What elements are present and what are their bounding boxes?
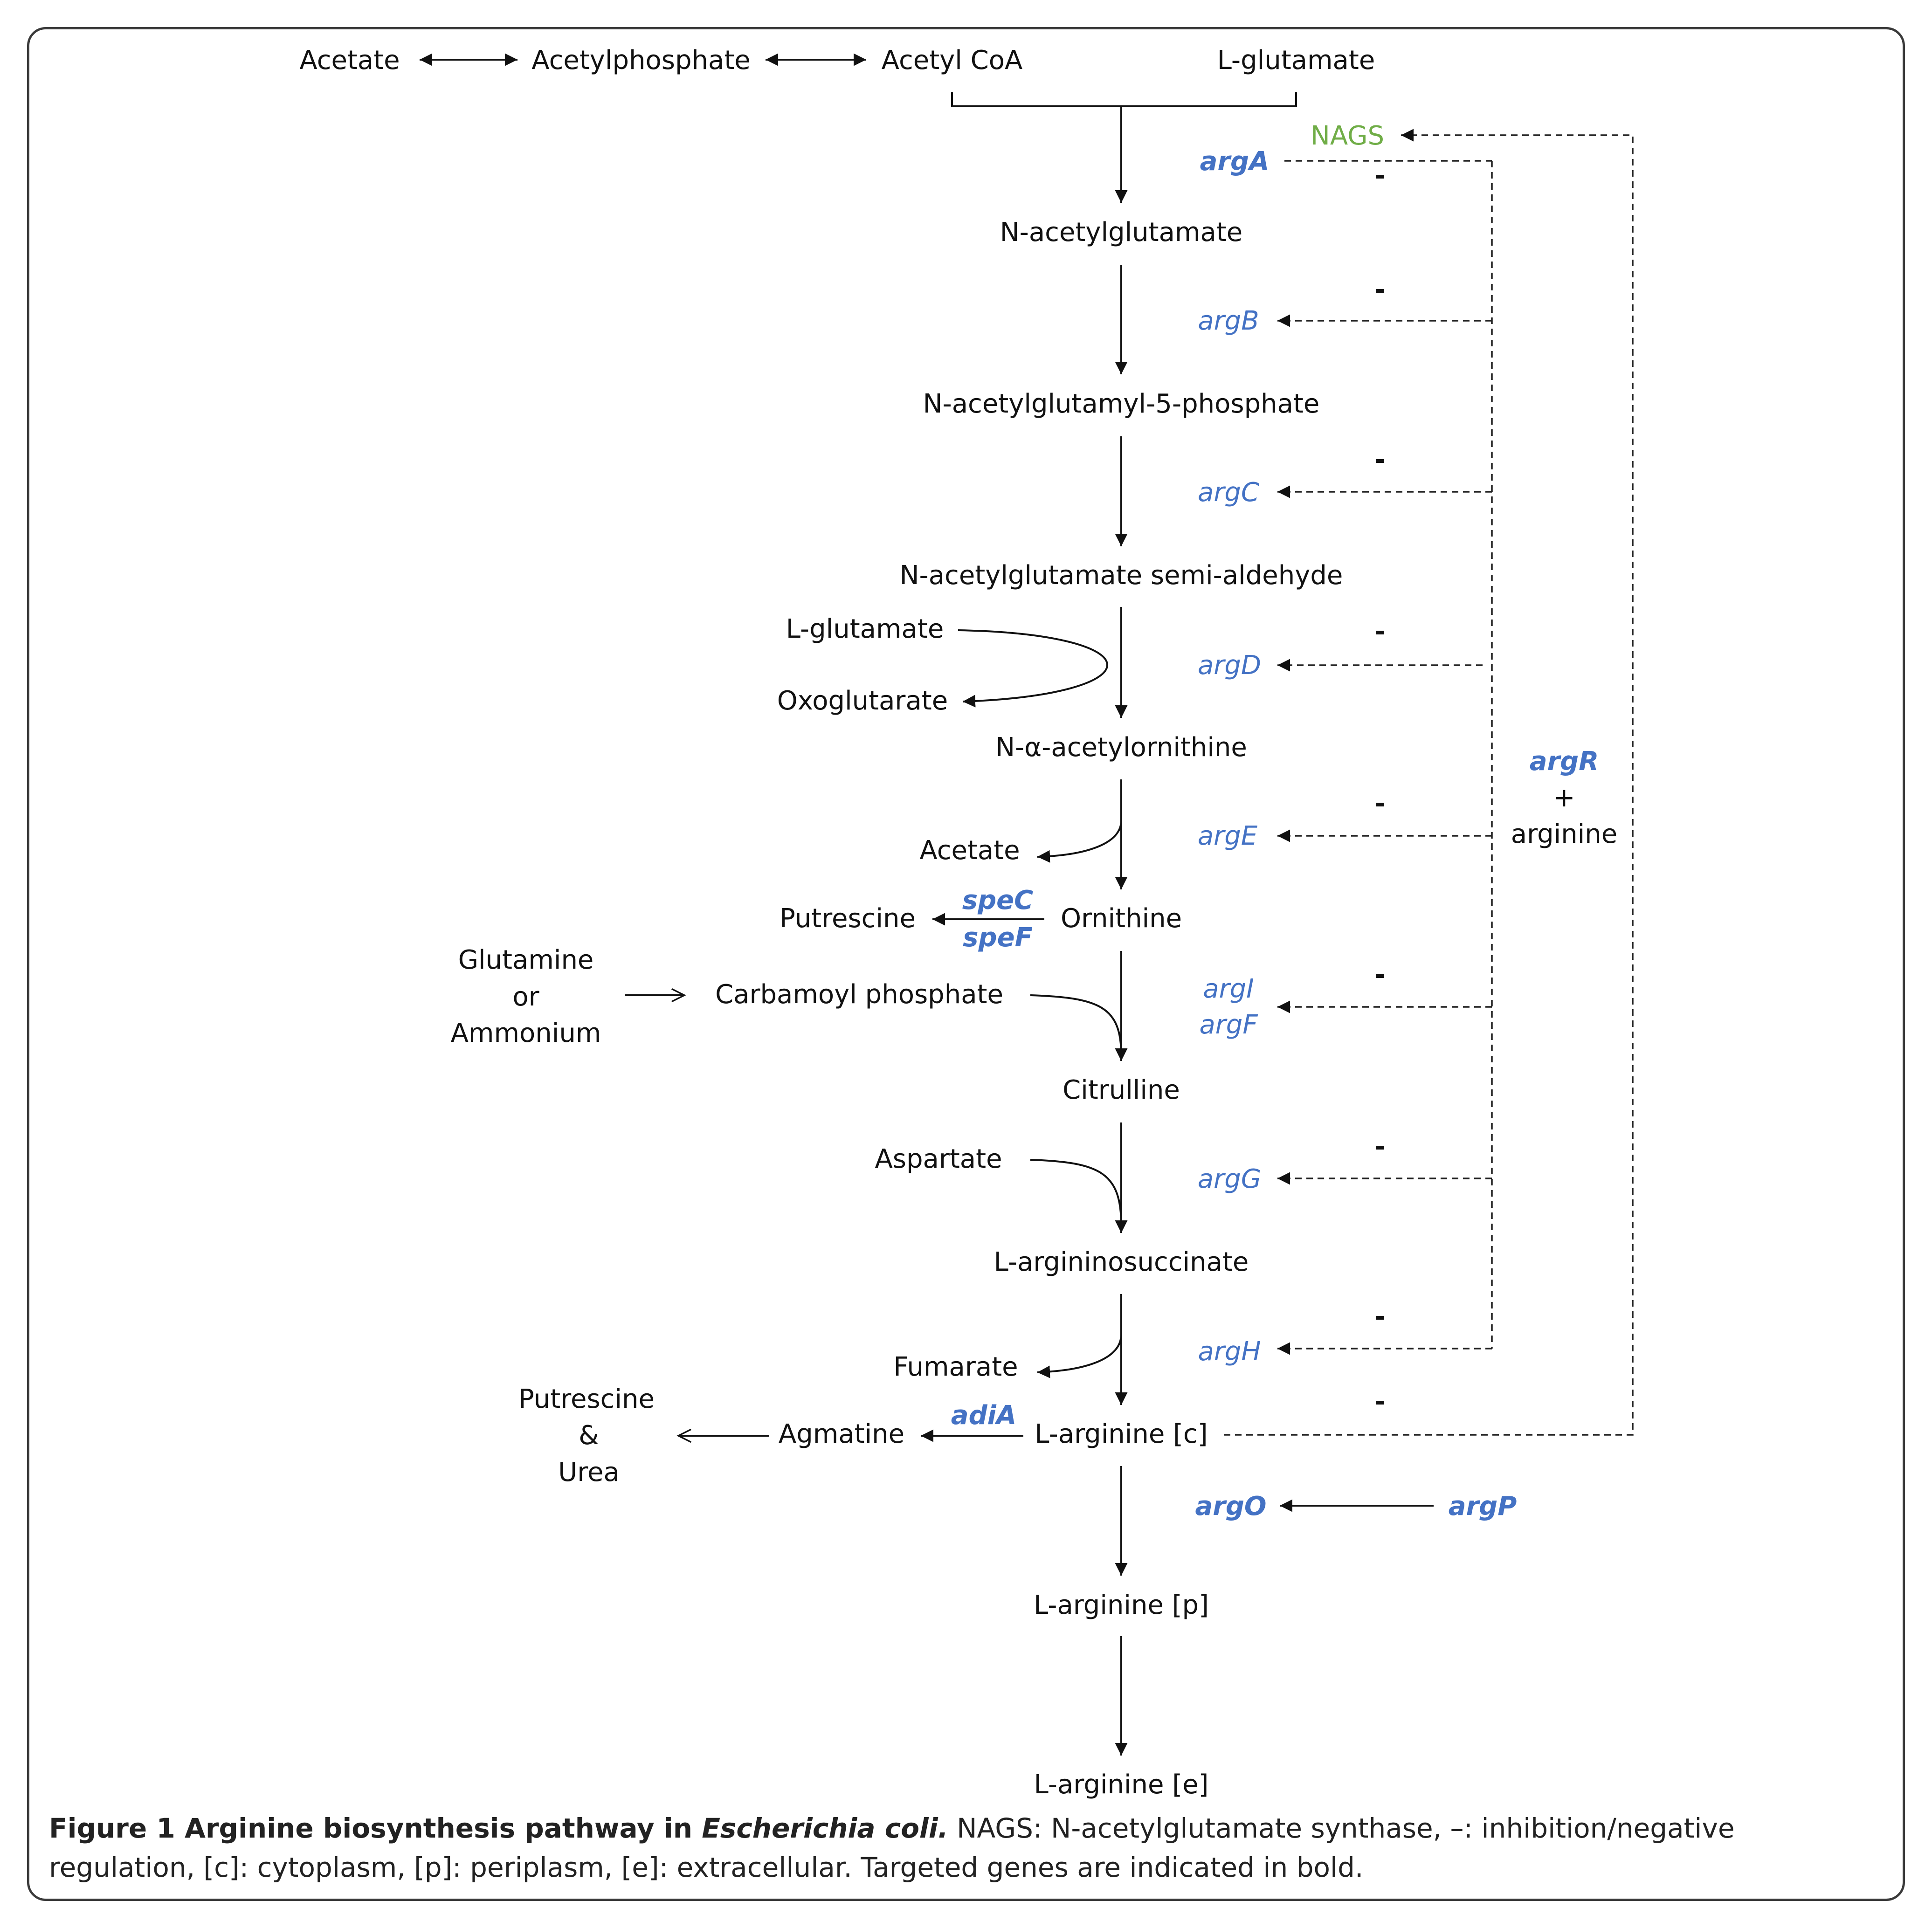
metabolite-l-arginine-c: L-arginine [c] bbox=[1035, 1419, 1208, 1449]
metabolite-acetyl-coa: Acetyl CoA bbox=[882, 45, 1023, 76]
metabolite-acetylphosphate: Acetylphosphate bbox=[531, 45, 750, 76]
metabolite-aspartate: Aspartate bbox=[875, 1144, 1002, 1174]
metabolite-glutamine: Glutamine bbox=[458, 945, 594, 975]
metabolite-ammonium: Ammonium bbox=[451, 1018, 601, 1048]
inhibition-mark-argE: - bbox=[1374, 788, 1385, 819]
gene-argO: argO bbox=[1195, 1491, 1266, 1522]
figure-frame bbox=[27, 27, 1905, 1901]
feedback-arginine-to-nags bbox=[1224, 129, 1634, 1436]
gene-argB: argB bbox=[1198, 306, 1259, 336]
label-nags: NAGS bbox=[1311, 121, 1384, 151]
metabolite-carbamoyl-phosphate: Carbamoyl phosphate bbox=[715, 979, 1003, 1010]
metabolite-fumarate: Fumarate bbox=[893, 1352, 1018, 1382]
inhibition-mark-argA: - bbox=[1374, 160, 1385, 191]
label-plus: + bbox=[1553, 783, 1575, 813]
label-ampersand: & bbox=[579, 1420, 599, 1451]
metabolite-n-acetylglutamate-semialdehyde: N-acetylglutamate semi-aldehyde bbox=[900, 560, 1343, 591]
gene-argG: argG bbox=[1198, 1164, 1261, 1194]
inhibition-mark-argI-argF: - bbox=[1374, 960, 1385, 990]
side-arrow-acetate bbox=[1037, 820, 1122, 863]
metabolite-n-acetylglutamyl-5-phosphate: N-acetylglutamyl-5-phosphate bbox=[923, 389, 1320, 419]
gene-argA: argA bbox=[1200, 146, 1270, 177]
metabolite-agmatine: Agmatine bbox=[779, 1419, 904, 1449]
inhibition-mark-argG: - bbox=[1374, 1131, 1385, 1162]
gene-argF: argF bbox=[1199, 1010, 1258, 1040]
inhibition-mark-argB: - bbox=[1374, 275, 1385, 305]
caption-body: NAGS: N-acetylglutamate synthase, –: inh… bbox=[49, 1812, 1735, 1883]
metabolite-ornithine: Ornithine bbox=[1061, 903, 1182, 934]
gene-argI: argI bbox=[1203, 974, 1254, 1004]
metabolite-l-argininosuccinate: L-argininosuccinate bbox=[994, 1247, 1249, 1277]
metabolite-n-alpha-acetylornithine: N-α-acetylornithine bbox=[995, 732, 1247, 763]
gene-argR: argR bbox=[1530, 746, 1599, 777]
gene-speC: speC bbox=[962, 885, 1034, 916]
inhibition-mark-argC: - bbox=[1374, 445, 1385, 475]
metabolite-l-glutamate-side: L-glutamate bbox=[786, 614, 944, 644]
figure-caption: Figure 1 Arginine biosynthesis pathway i… bbox=[49, 1809, 1886, 1887]
side-arrow-carbamoyl-to-citrulline bbox=[1030, 994, 1122, 1056]
metabolite-acetate-side: Acetate bbox=[919, 835, 1020, 866]
merge-bracket bbox=[951, 92, 1297, 107]
gene-adiA: adiA bbox=[951, 1400, 1016, 1431]
gene-argE: argE bbox=[1198, 821, 1258, 851]
metabolite-l-arginine-p: L-arginine [p] bbox=[1034, 1590, 1209, 1620]
metabolite-l-glutamate-top: L-glutamate bbox=[1217, 45, 1375, 76]
label-or: or bbox=[512, 982, 539, 1012]
caption-species: Escherichia coli. bbox=[702, 1812, 948, 1844]
inhibition-mark-nags: - bbox=[1374, 1386, 1385, 1417]
gene-argD: argD bbox=[1198, 650, 1261, 681]
metabolite-n-acetylglutamate: N-acetylglutamate bbox=[1000, 217, 1242, 248]
caption-title: Figure 1 Arginine biosynthesis pathway i… bbox=[49, 1812, 702, 1844]
gene-argP: argP bbox=[1449, 1491, 1517, 1522]
metabolite-putrescine-bottom: Putrescine bbox=[518, 1384, 655, 1414]
metabolite-urea: Urea bbox=[558, 1457, 620, 1487]
metabolite-oxoglutarate: Oxoglutarate bbox=[777, 686, 948, 716]
metabolite-l-arginine-e: L-arginine [e] bbox=[1034, 1770, 1209, 1800]
gene-speF: speF bbox=[963, 923, 1033, 953]
metabolite-acetate-top: Acetate bbox=[299, 45, 400, 76]
side-arrow-aspartate bbox=[1030, 1159, 1122, 1226]
inhibition-mark-argD: - bbox=[1374, 616, 1385, 647]
side-arrow-fumarate bbox=[1037, 1334, 1122, 1378]
gene-argH: argH bbox=[1198, 1336, 1261, 1367]
label-arginine: arginine bbox=[1511, 819, 1617, 849]
metabolite-putrescine-left: Putrescine bbox=[780, 903, 916, 934]
inhibition-mark-argH: - bbox=[1374, 1301, 1385, 1332]
side-arrow-glutamate-oxoglutarate bbox=[958, 629, 1108, 708]
gene-argC: argC bbox=[1198, 477, 1259, 508]
metabolite-citrulline: Citrulline bbox=[1063, 1075, 1180, 1105]
